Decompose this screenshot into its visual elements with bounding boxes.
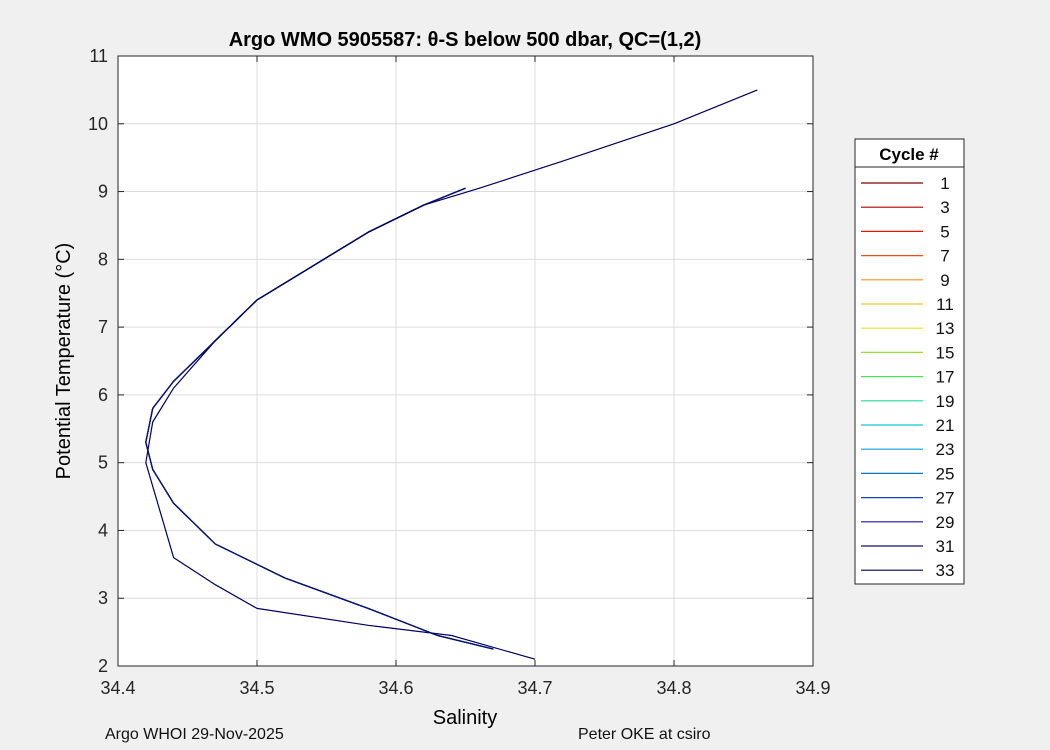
y-tick-label: 9 (98, 182, 108, 202)
x-tick-label: 34.5 (239, 678, 274, 698)
legend-label: 3 (940, 198, 949, 217)
series-line-cycle-33 (145, 89, 758, 660)
x-tick-label: 34.8 (656, 678, 691, 698)
legend-label: 21 (936, 416, 955, 435)
y-tick-label: 5 (98, 453, 108, 473)
x-tick-label: 34.9 (795, 678, 830, 698)
y-axis-label: Potential Temperature (°C) (53, 243, 75, 480)
legend-label: 19 (936, 392, 955, 411)
legend-label: 15 (936, 343, 955, 362)
plot-area (118, 56, 813, 666)
legend-label: 29 (936, 513, 955, 532)
legend-label: 5 (940, 222, 949, 241)
legend-label: 9 (940, 271, 949, 290)
legend-label: 17 (936, 368, 955, 387)
x-axis-label: Salinity (433, 707, 497, 729)
legend-label: 1 (940, 174, 949, 193)
footer-left: Argo WHOI 29-Nov-2025 (105, 726, 284, 743)
legend-label: 33 (936, 561, 955, 580)
plot-frame (117, 55, 814, 667)
footer-right: Peter OKE at csiro (578, 726, 711, 743)
legend-label: 27 (936, 489, 955, 508)
legend-label: 31 (936, 537, 955, 556)
y-tick-label: 7 (98, 317, 108, 337)
y-tick-label: 2 (98, 656, 108, 676)
legend-label: 7 (940, 247, 949, 266)
x-tick-label: 34.4 (100, 678, 135, 698)
legend-label: 11 (936, 295, 954, 314)
x-tick-label: 34.6 (378, 678, 413, 698)
series-layer (145, 89, 758, 660)
y-tick-label: 4 (98, 520, 108, 540)
y-tick-label: 6 (98, 385, 108, 405)
legend-label: 13 (936, 319, 955, 338)
legend-label: 25 (936, 464, 955, 483)
chart-title: Argo WMO 5905587: θ-S below 500 dbar, QC… (229, 29, 702, 51)
legend-box (854, 138, 965, 585)
y-tick-label: 11 (89, 46, 108, 66)
legend-label: 23 (936, 440, 955, 459)
y-tick-label: 10 (88, 114, 108, 134)
legend-title: Cycle # (879, 145, 939, 164)
y-tick-label: 8 (98, 249, 108, 269)
x-tick-label: 34.7 (517, 678, 552, 698)
axis-ticks: 34.4 34.5 34.6 34.7 34.8 34.9 2 3 4 5 6 7 8 9 10 11 (88, 46, 831, 698)
y-tick-label: 3 (98, 588, 108, 608)
